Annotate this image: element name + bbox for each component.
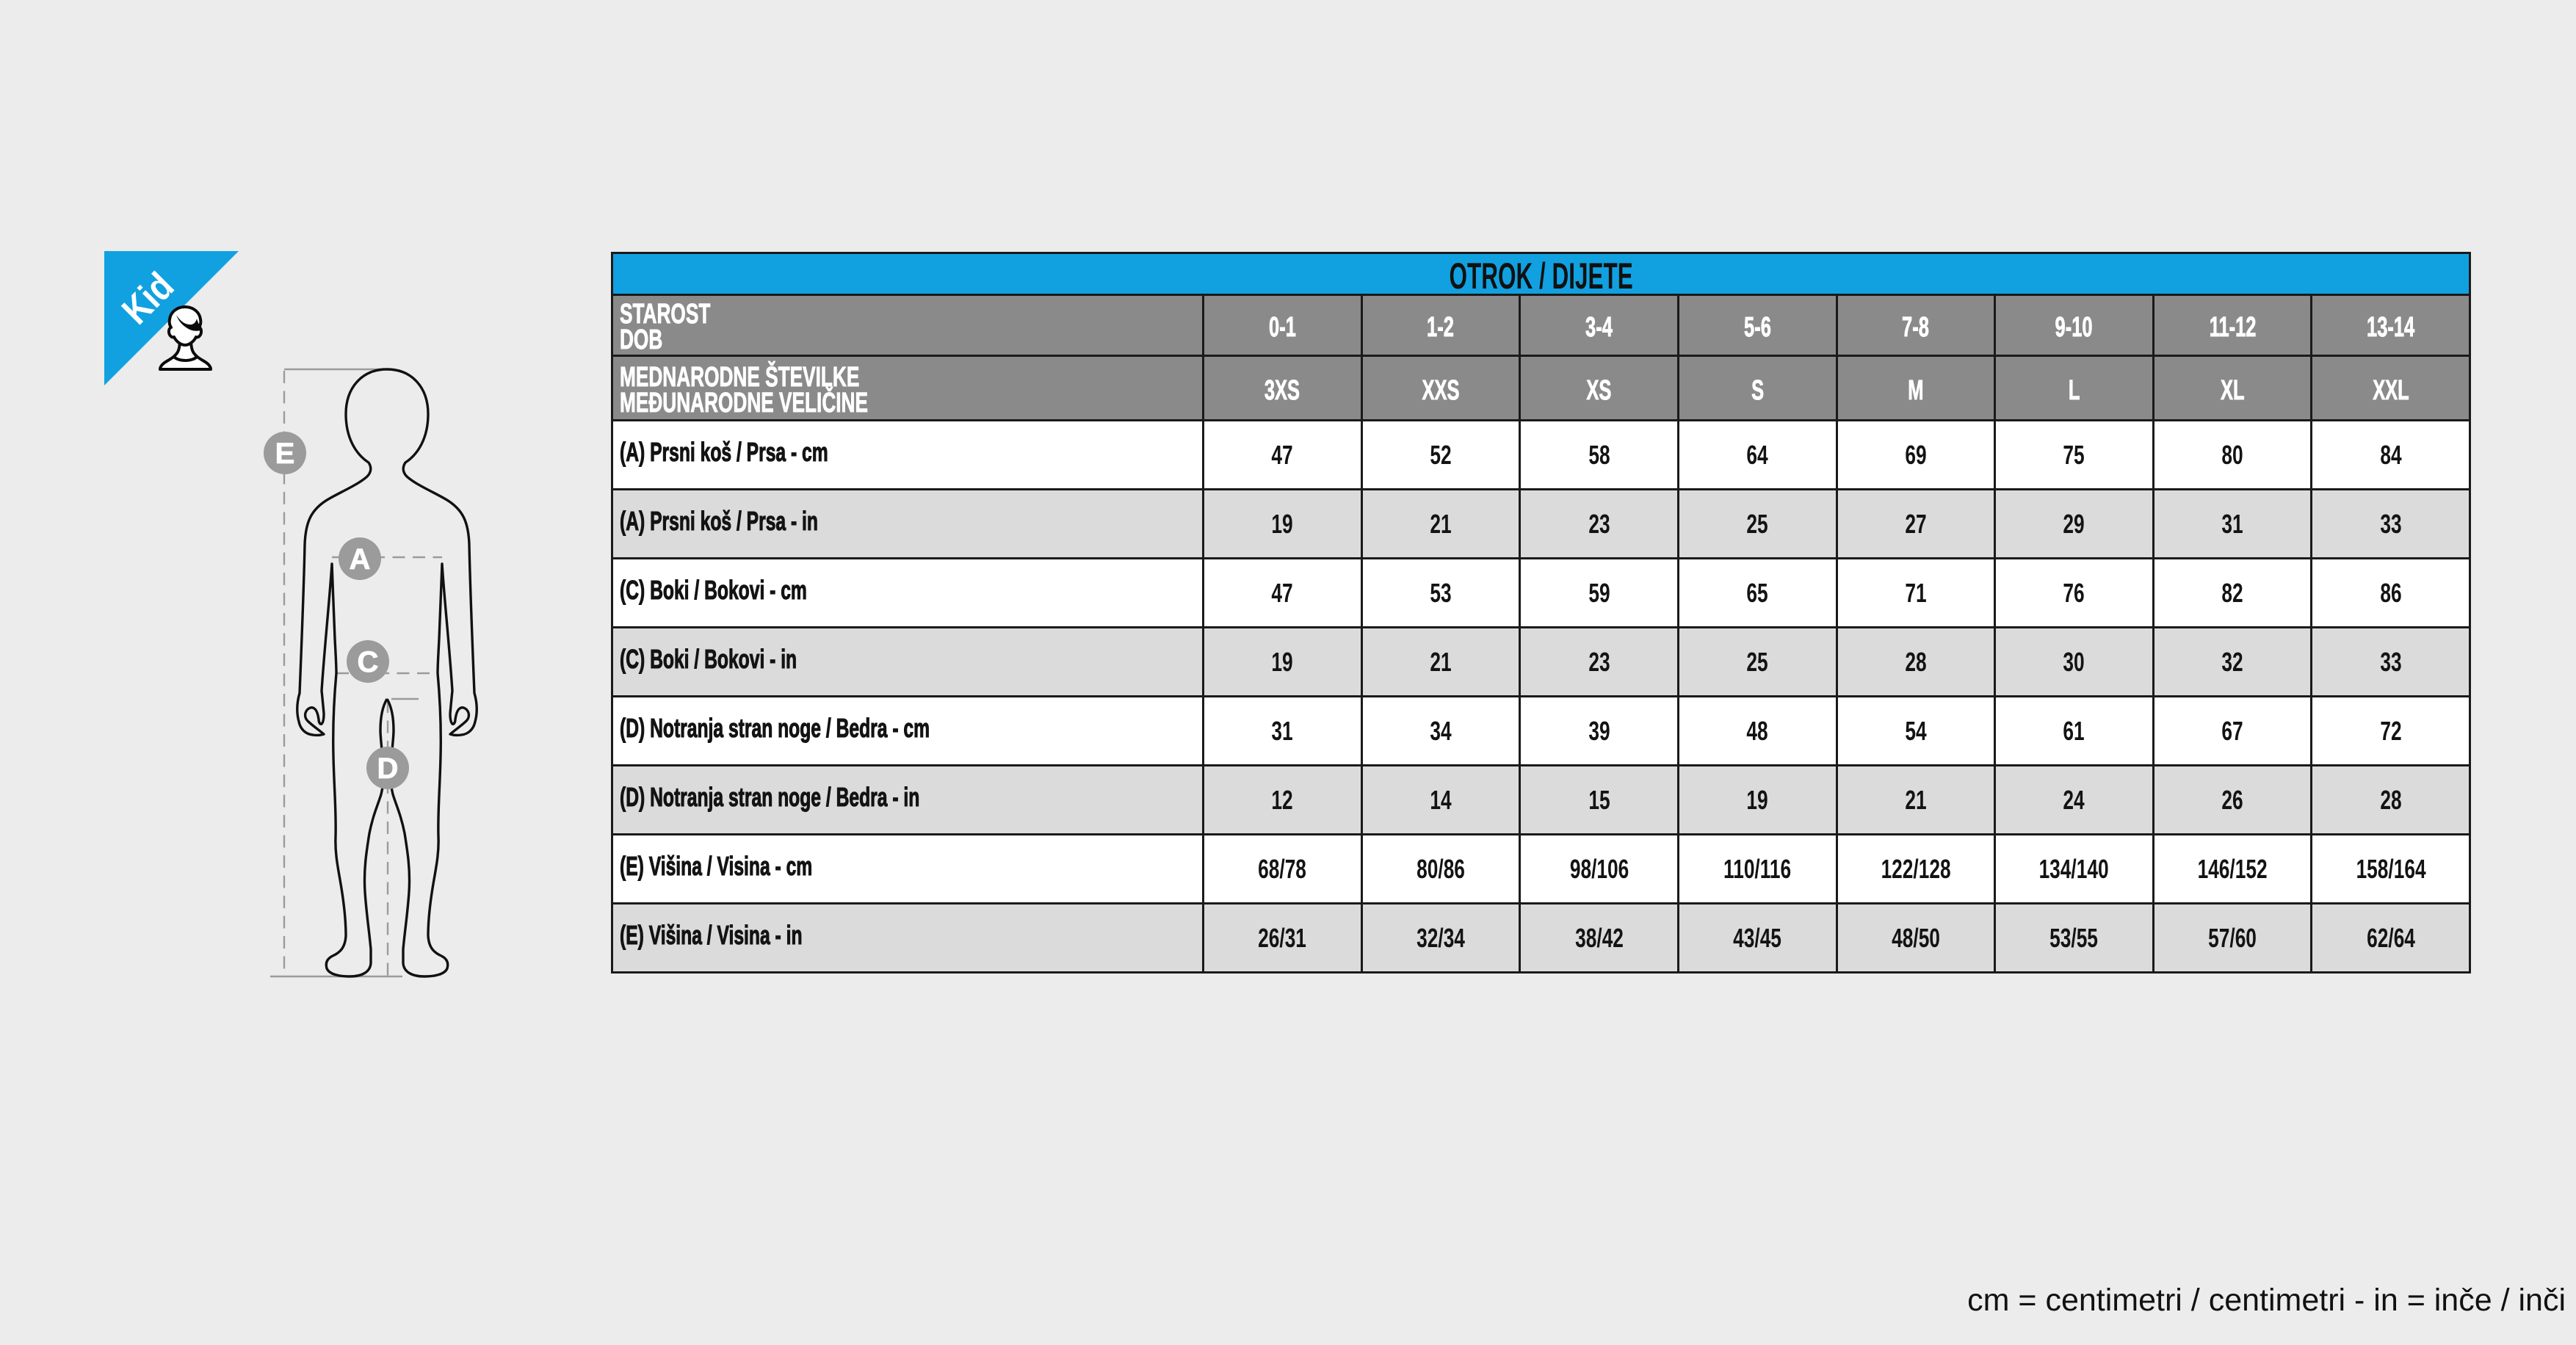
- svg-text:E: E: [275, 438, 295, 470]
- svg-text:D: D: [377, 753, 399, 785]
- svg-text:C: C: [358, 646, 379, 678]
- svg-text:A: A: [350, 543, 371, 576]
